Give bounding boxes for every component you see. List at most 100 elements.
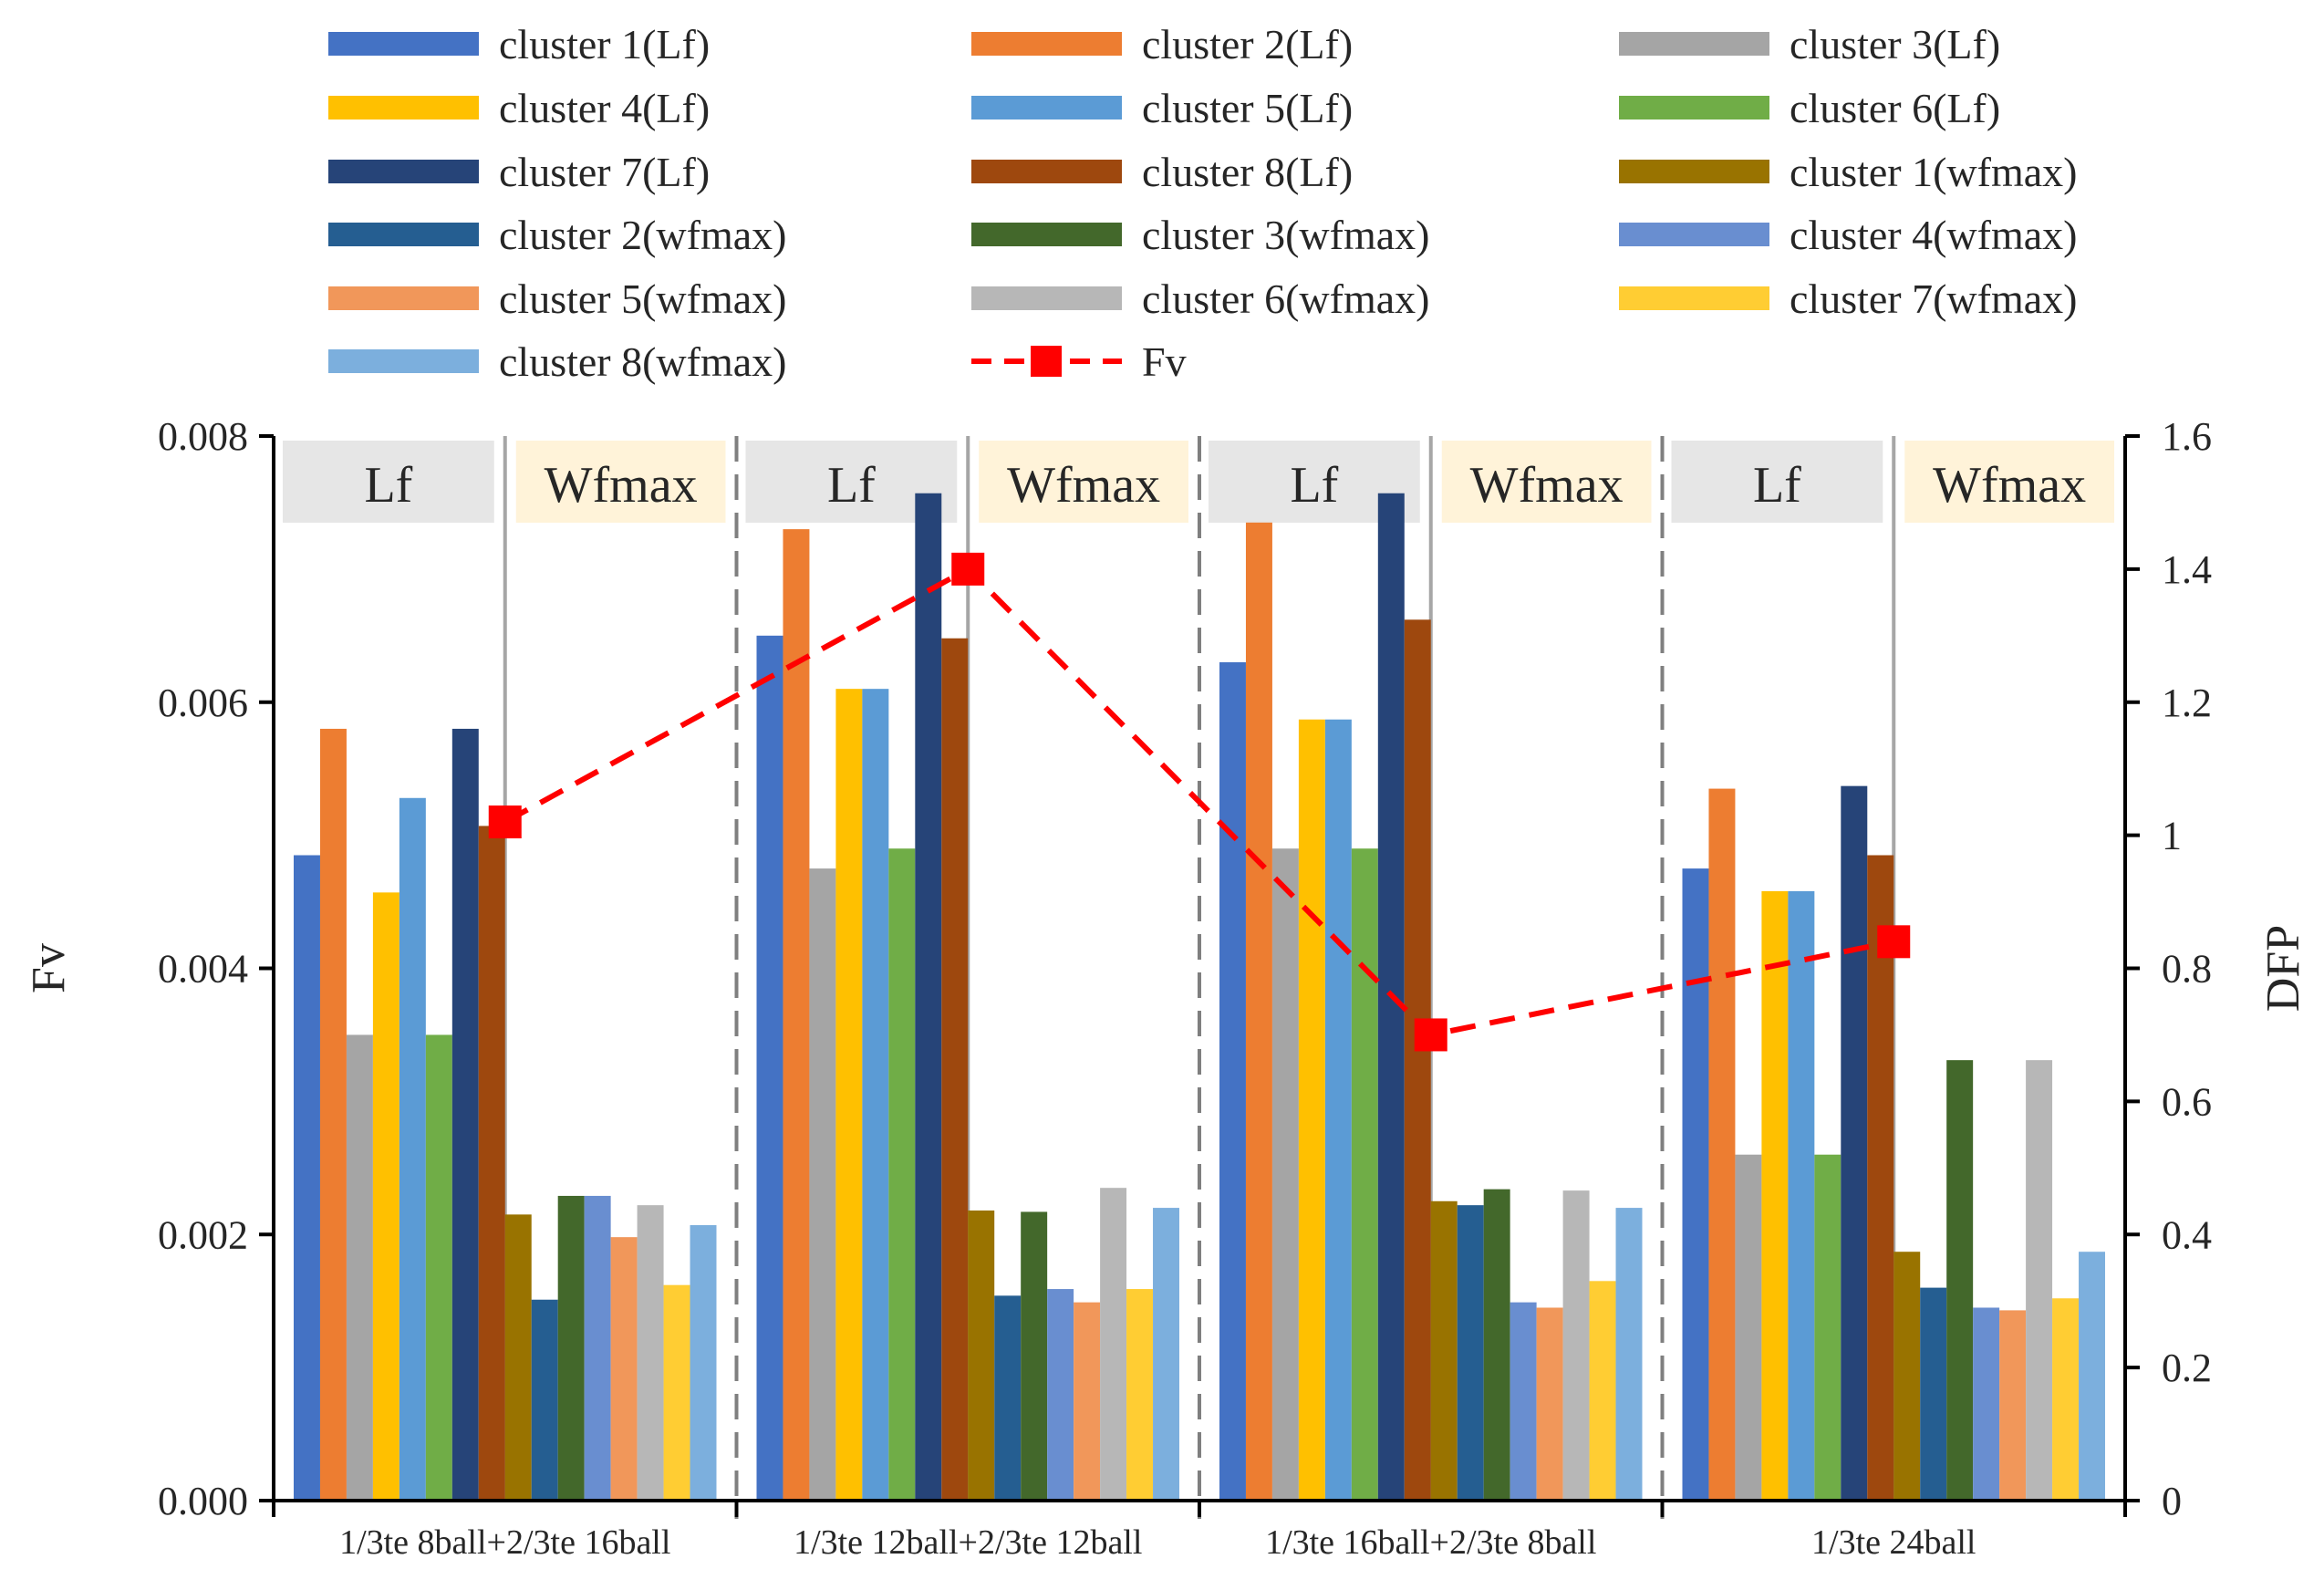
bar <box>888 848 916 1501</box>
bar <box>1814 1154 1842 1501</box>
legend-swatch <box>971 286 1122 310</box>
legend-label: cluster 7(wfmax) <box>1790 275 2078 322</box>
bar <box>1788 890 1815 1501</box>
y-tick-label: 0.002 <box>158 1212 248 1257</box>
bar <box>1761 890 1789 1501</box>
y2-tick-label: 0.6 <box>2162 1079 2212 1124</box>
segment-labels: Lf Wfmax Lf Wfmax Lf Wfmax Lf Wfmax <box>283 441 2114 523</box>
legend-label: cluster 3(Lf) <box>1790 21 2000 68</box>
bar <box>1021 1211 1048 1501</box>
legend-label: cluster 4(Lf) <box>499 85 710 131</box>
bar <box>1973 1307 2000 1501</box>
y2-tick-label: 0.4 <box>2162 1212 2212 1257</box>
bar <box>835 689 863 1501</box>
y2-tick-label: 0.8 <box>2162 947 2212 992</box>
lf-label: Lf <box>364 457 412 514</box>
bar <box>756 635 783 1501</box>
bar <box>1457 1205 1484 1501</box>
bar <box>1708 788 1736 1501</box>
fv-marker <box>1877 925 1911 959</box>
axes: 0.000 0.002 0.004 0.006 0.008 0 0.2 0.4 0.6 0.8 1 1… <box>23 414 2309 1562</box>
legend-label: cluster 1(Lf) <box>499 21 710 68</box>
wfmax-label: Wfmax <box>545 457 698 514</box>
legend-swatch <box>1619 32 1769 56</box>
lf-label: Lf <box>1290 457 1338 514</box>
legend-label: cluster 7(Lf) <box>499 149 710 195</box>
legend-swatch <box>328 286 479 310</box>
legend-swatch <box>328 349 479 373</box>
bar <box>451 728 479 1501</box>
legend-swatch <box>1619 223 1769 246</box>
fv-marker <box>488 805 522 839</box>
bar <box>862 689 889 1501</box>
bar <box>1483 1189 1510 1501</box>
bar <box>584 1195 611 1501</box>
fv-line-path <box>503 566 1894 1038</box>
bar <box>1999 1310 2027 1501</box>
legend-swatch <box>971 160 1122 183</box>
wfmax-label: Wfmax <box>1933 457 2086 514</box>
legend-swatch <box>1619 96 1769 120</box>
fv-marker <box>951 552 985 586</box>
legend-label: Fv <box>1142 338 1187 385</box>
bar <box>1589 1281 1616 1501</box>
bar <box>1245 522 1272 1501</box>
bar <box>557 1195 585 1501</box>
x-tick-label: 1/3te 8ball+2/3te 16ball <box>339 1523 670 1562</box>
fv-line <box>488 552 1911 1052</box>
bar <box>1946 1060 1974 1501</box>
bar <box>1430 1200 1458 1501</box>
bar <box>1271 848 1299 1501</box>
bar <box>663 1284 690 1501</box>
x-tick-label: 1/3te 16ball+2/3te 8ball <box>1265 1523 1596 1562</box>
bar <box>1351 848 1378 1501</box>
legend-swatch <box>328 223 479 246</box>
bar <box>399 797 426 1501</box>
legend-label: cluster 4(wfmax) <box>1790 212 2078 258</box>
y2-tick-label: 1.2 <box>2162 681 2212 725</box>
legend-swatch <box>971 96 1122 120</box>
y-tick-label: 0.004 <box>158 947 248 992</box>
wfmax-label-box <box>979 441 1188 523</box>
legend-label: cluster 2(Lf) <box>1142 21 1353 68</box>
y2-tick-label: 0 <box>2162 1479 2182 1523</box>
bar <box>1074 1302 1101 1501</box>
x-tick-label: 1/3te 24ball <box>1811 1523 1976 1562</box>
y2-tick-label: 1 <box>2162 814 2182 858</box>
bar <box>372 892 399 1501</box>
legend-swatch <box>1619 286 1769 310</box>
legend: cluster 1(Lf) cluster 2(Lf) cluster 3(Lf) c… <box>328 21 2078 385</box>
bar <box>1153 1208 1179 1501</box>
y-tick-label: 0.006 <box>158 681 248 725</box>
legend-swatch <box>1619 160 1769 183</box>
legend-swatch <box>971 32 1122 56</box>
y-tick-label: 0.000 <box>158 1479 248 1523</box>
lf-label-box <box>283 441 494 523</box>
bar <box>319 728 347 1501</box>
bar <box>1867 855 1894 1501</box>
y2-tick-label: 1.6 <box>2162 414 2212 459</box>
wfmax-label-box <box>515 441 726 523</box>
bar <box>531 1299 558 1501</box>
bar <box>1047 1289 1074 1501</box>
legend-label: cluster 5(wfmax) <box>499 275 787 322</box>
bar <box>2026 1060 2053 1501</box>
bar <box>2079 1252 2105 1501</box>
bar <box>637 1205 664 1501</box>
bar <box>1893 1252 1921 1501</box>
wfmax-label: Wfmax <box>1007 457 1160 514</box>
legend-label: cluster 8(wfmax) <box>499 338 787 385</box>
bar <box>809 868 836 1501</box>
bar <box>610 1237 638 1501</box>
y2-tick-label: 0.2 <box>2162 1346 2212 1390</box>
bar <box>1735 1154 1762 1501</box>
wfmax-label-box <box>1441 441 1652 523</box>
bar <box>1682 868 1709 1501</box>
bar <box>1126 1289 1154 1501</box>
y2-tick-label: 1.4 <box>2162 547 2212 592</box>
y-tick-label: 0.008 <box>158 414 248 459</box>
lf-label: Lf <box>827 457 876 514</box>
lf-label-box <box>1671 441 1883 523</box>
bar <box>915 493 942 1501</box>
